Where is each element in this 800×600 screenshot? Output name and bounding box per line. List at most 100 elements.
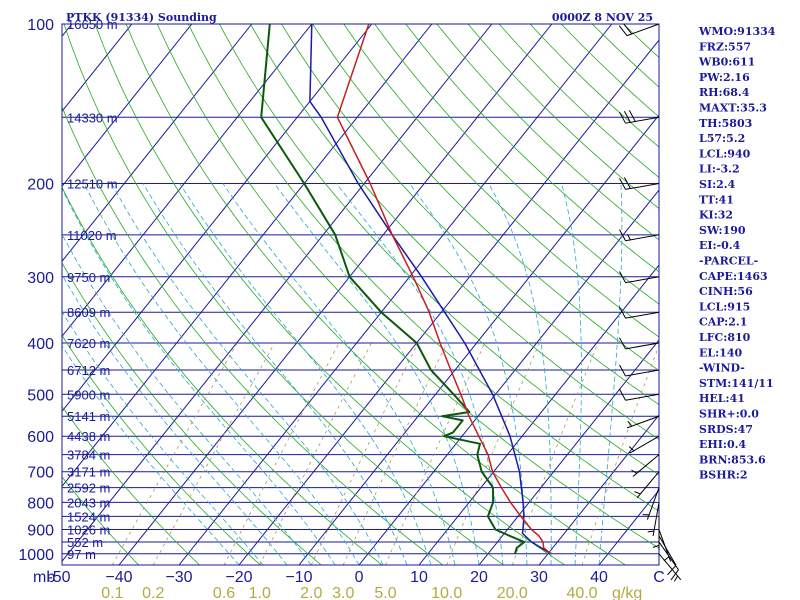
wind-half-barb: [647, 530, 655, 533]
index-value: RH:68.4: [699, 86, 750, 99]
wind-full-barb: [619, 178, 626, 190]
isotherm: [178, 24, 613, 565]
moist-adiabat: [598, 183, 623, 565]
wind-barb: [658, 529, 672, 562]
wind-full-barb: [619, 337, 626, 350]
isotherm: [62, 24, 433, 488]
grid-layer: [62, 24, 659, 565]
moist-adiabat: [274, 183, 480, 565]
wind-full-barb: [623, 177, 631, 189]
mixing-ratio-tick-label: 20.0: [497, 585, 528, 600]
wind-barb: [632, 454, 660, 477]
pressure-tick-label: 100: [27, 17, 54, 34]
height-label: 1524 m: [67, 509, 110, 524]
height-label: 552 m: [67, 535, 103, 550]
moist-adiabat: [179, 183, 432, 565]
index-value: MAXT:35.3: [699, 102, 767, 115]
isotherm: [478, 339, 659, 565]
dry-adiabat: [156, 24, 659, 549]
index-value: STM:141/11: [699, 377, 774, 390]
mixing-ratio-tick-label: 3.0: [332, 585, 354, 600]
temperature-tick-label: 10: [410, 569, 428, 586]
dry-adiabat: [63, 24, 504, 565]
mixing-ratio-tick-label: 0.6: [213, 585, 235, 600]
wind-half-barb: [663, 556, 670, 562]
dry-adiabat: [312, 24, 659, 372]
wind-full-barb: [619, 111, 626, 124]
wind-full-barb: [619, 271, 626, 283]
wind-full-barb: [619, 306, 626, 319]
profiles-layer: [260, 24, 552, 555]
index-value: TT:41: [699, 193, 734, 206]
index-value: SRDS:47: [699, 423, 753, 436]
isotherm: [62, 24, 373, 413]
index-value: BRN:853.6: [699, 453, 766, 466]
wind-half-barb: [631, 469, 638, 474]
wind-half-barb: [627, 420, 633, 427]
mixing-ratio-line: [385, 342, 486, 565]
wind-barb: [658, 535, 677, 566]
moist-adiabat: [561, 183, 582, 565]
index-value: KI:32: [699, 209, 733, 222]
index-value: CAP:2.1: [699, 316, 747, 329]
mixing-ratio-line: [152, 342, 275, 565]
temperature-tick-label: −10: [285, 569, 312, 586]
dry-adiabat: [405, 24, 659, 273]
index-value: EHI:0.4: [699, 438, 746, 451]
parcel-trace-line: [309, 24, 552, 555]
wind-full-barb: [667, 564, 677, 576]
dry-adiabat: [62, 105, 444, 565]
height-label: 5900 m: [67, 387, 110, 402]
height-label: 1026 m: [67, 523, 110, 538]
mixing-ratio-tick-label: 0.2: [142, 585, 164, 600]
wind-barb: [629, 435, 660, 454]
mixing-ratio-tick-label: 0.1: [101, 585, 123, 600]
isotherm: [62, 24, 493, 563]
isotherm: [538, 414, 659, 565]
temperature-tick-label: −20: [225, 569, 252, 586]
temperature-tick-label: -50: [47, 569, 70, 586]
pressure-tick-label: 700: [27, 465, 54, 482]
mixing-ratio-tick-label: 2.0: [300, 585, 322, 600]
pressure-tick-label: 500: [27, 387, 54, 404]
index-value: LI:-3.2: [699, 163, 740, 176]
height-label: 2592 m: [67, 481, 110, 496]
pressure-tick-label: 300: [27, 270, 54, 287]
wind-half-barb: [652, 544, 660, 548]
wind-barb: [626, 23, 660, 37]
index-value: -PARCEL-: [699, 255, 758, 268]
mixing-ratio-line: [342, 342, 448, 565]
dry-adiabat: [250, 24, 659, 440]
index-value: WB0:611: [698, 56, 755, 69]
moist-adiabat: [142, 183, 408, 565]
index-value: -WIND-: [699, 362, 745, 375]
isotherm: [62, 24, 193, 188]
mixing-ratio-line: [310, 342, 419, 565]
height-label: 4438 m: [67, 429, 110, 444]
mixing-ratio-unit-label: g/kg: [612, 585, 642, 600]
index-value: SHR+:0.0: [699, 408, 759, 421]
height-label: 2043 m: [67, 495, 110, 510]
moist-adiabat: [222, 183, 456, 565]
wind-half-barb: [634, 491, 641, 495]
dry-adiabat: [281, 24, 659, 406]
pressure-tick-label: 1000: [18, 547, 54, 564]
dry-adiabat: [62, 405, 200, 565]
index-value: EI:-0.4: [699, 239, 741, 252]
temperature-tick-label: 30: [530, 569, 548, 586]
isotherm: [418, 264, 659, 565]
moist-adiabat: [83, 183, 360, 565]
wind-barb: [625, 276, 660, 284]
index-value: SI:2.4: [699, 178, 736, 191]
temperature-tick-label: C: [653, 569, 665, 586]
height-label: 16650 m: [67, 17, 118, 32]
wind-barb: [625, 342, 660, 350]
wind-full-barb: [670, 569, 679, 581]
station-title: PTKK (91334) Sounding: [66, 11, 217, 24]
height-label: 14330 m: [67, 110, 118, 125]
pressure-tick-label: 900: [27, 523, 54, 540]
dry-adiabat: [62, 476, 139, 565]
